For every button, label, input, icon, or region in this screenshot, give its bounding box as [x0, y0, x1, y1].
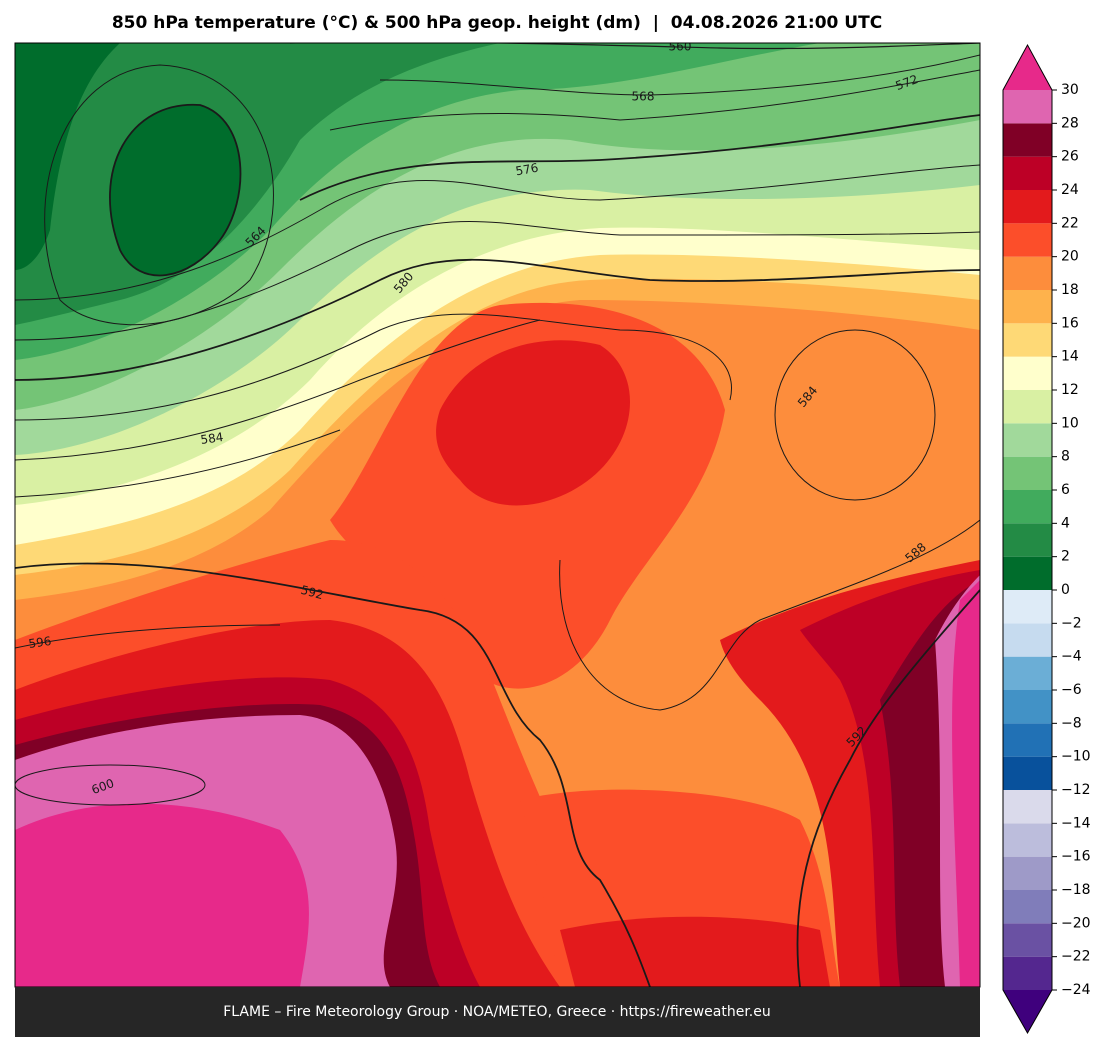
colorbar-tick-label: −16 [1061, 849, 1091, 865]
contour-line [15, 319, 541, 461]
contour-label: 584 [200, 430, 225, 447]
temperature-field [109, 104, 241, 276]
colorbar-band [1003, 190, 1052, 224]
contour-label: 592 [299, 583, 325, 602]
contour-line [329, 69, 980, 131]
colorbar-band [1003, 523, 1052, 557]
contour-label: 568 [632, 90, 655, 104]
contour-line [379, 54, 980, 96]
contour-line [15, 764, 206, 806]
colorbar-tick-label: 28 [1061, 115, 1079, 131]
colorbar-band [1003, 156, 1052, 190]
contour-line [44, 64, 274, 326]
colorbar-tick-label: 18 [1061, 282, 1079, 298]
map-title: 850 hPa temperature (°C) & 500 hPa geop.… [112, 13, 882, 33]
colorbar-tick-label: 10 [1061, 415, 1079, 431]
colorbar-tick-label: −8 [1061, 715, 1082, 731]
colorbar-tick-label: −18 [1061, 882, 1091, 898]
colorbar-tick-label: 2 [1061, 549, 1070, 565]
contour-line [15, 313, 732, 421]
colorbar-band [1003, 923, 1052, 957]
colorbar-tick-label: 12 [1061, 382, 1079, 398]
colorbar-band [1003, 323, 1052, 357]
colorbar-band [1003, 856, 1052, 890]
colorbar-band [1003, 456, 1052, 490]
contour-line [15, 562, 651, 987]
colorbar-band [1003, 890, 1052, 924]
colorbar-band [1003, 556, 1052, 590]
colorbar-band [1003, 956, 1052, 990]
colorbar-band [1003, 756, 1052, 790]
footer-text: FLAME – Fire Meteorology Group · NOA/MET… [223, 1004, 771, 1020]
colorbar-tick-label: 6 [1061, 482, 1070, 498]
colorbar-band [1003, 123, 1052, 157]
colorbar-band [1003, 723, 1052, 757]
colorbar-band [1003, 256, 1052, 290]
colorbar-tick-label: 16 [1061, 315, 1079, 331]
colorbar-band [1003, 390, 1052, 424]
colorbar-tick-label: 0 [1061, 582, 1070, 598]
colorbar-band [1003, 690, 1052, 724]
contour-label: 560 [669, 40, 692, 54]
colorbar-tick-label: 26 [1061, 149, 1079, 165]
contour-line [15, 258, 980, 381]
contour-line [774, 329, 936, 501]
colorbar-tick-label: −2 [1061, 615, 1082, 631]
colorbar: −24−22−20−18−16−14−12−10−8−6−4−202468101… [1002, 43, 1091, 1035]
colorbar-tick-label: 4 [1061, 515, 1070, 531]
contour-line [109, 104, 242, 277]
colorbar-band [1003, 790, 1052, 824]
colorbar-tick-label: −22 [1061, 949, 1091, 965]
colorbar-tick-label: −4 [1061, 649, 1082, 665]
colorbar-tick-label: 20 [1061, 249, 1079, 265]
temperature-field [15, 803, 309, 987]
contour-line [15, 429, 341, 498]
colorbar-tick-label: 8 [1061, 449, 1070, 465]
contour-line [299, 114, 980, 201]
temperature-field [436, 340, 630, 506]
colorbar-tick-label: −24 [1061, 982, 1091, 998]
colorbar-band [1003, 823, 1052, 857]
colorbar-band [1003, 290, 1052, 324]
colorbar-band [1003, 356, 1052, 390]
contour-label: 576 [514, 161, 539, 179]
colorbar-band [1003, 656, 1052, 690]
colorbar-tick-label: −20 [1061, 915, 1091, 931]
colorbar-tick-label: −6 [1061, 682, 1082, 698]
colorbar-extend-max [1003, 45, 1052, 90]
colorbar-extend-min [1003, 990, 1052, 1033]
colorbar-band [1003, 90, 1052, 124]
colorbar-band [1003, 623, 1052, 657]
contour-line [15, 164, 980, 301]
contour-label: 596 [28, 634, 53, 651]
colorbar-tick-label: 30 [1061, 82, 1079, 98]
colorbar-band [1003, 223, 1052, 257]
contour-line [290, 43, 980, 50]
colorbar-tick-label: −14 [1061, 815, 1091, 831]
temperature-field [15, 43, 120, 270]
contour-line [796, 589, 980, 987]
footer-bar [15, 987, 980, 1037]
contour-line [15, 624, 281, 649]
colorbar-tick-label: 22 [1061, 215, 1079, 231]
colorbar-tick-label: −12 [1061, 782, 1091, 798]
colorbar-tick-label: −10 [1061, 749, 1091, 765]
colorbar-band [1003, 590, 1052, 624]
colorbar-tick-label: 24 [1061, 182, 1079, 198]
temperature-field [952, 580, 980, 987]
colorbar-tick-label: 14 [1061, 349, 1079, 365]
colorbar-band [1003, 490, 1052, 524]
contour-line [559, 519, 980, 711]
temperature-field [560, 916, 830, 987]
colorbar-band [1003, 423, 1052, 457]
